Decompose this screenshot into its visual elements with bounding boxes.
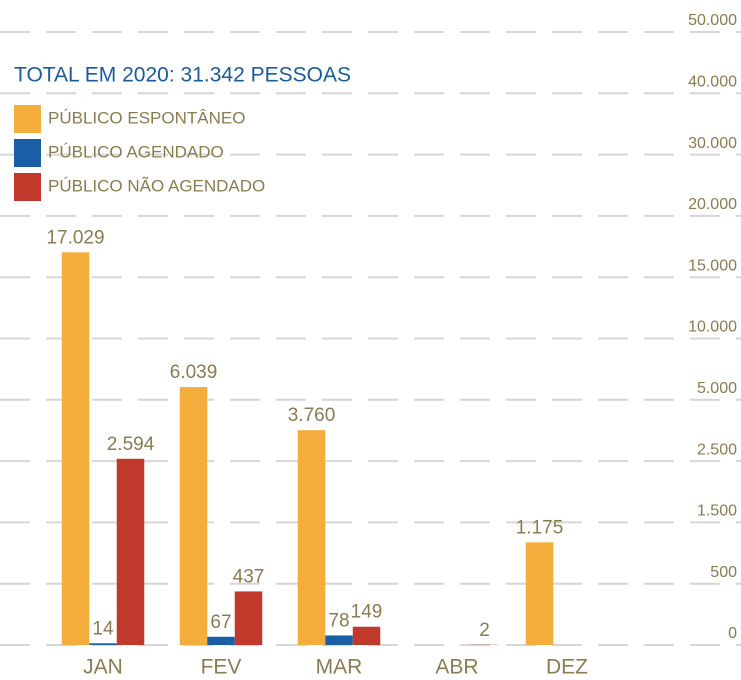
- value-label: 2.594: [107, 434, 155, 455]
- legend-swatch: [14, 139, 41, 167]
- value-label: 149: [351, 602, 383, 623]
- value-label: 437: [233, 566, 265, 587]
- y-tick-label: 500: [710, 564, 737, 581]
- legend-label: PÚBLICO AGENDADO: [48, 142, 224, 161]
- bar: [234, 591, 263, 645]
- x-tick-label: JAN: [83, 656, 123, 679]
- value-label: 14: [92, 618, 114, 639]
- y-tick-label: 10.000: [688, 319, 737, 336]
- y-tick-label: 20.000: [688, 196, 737, 213]
- legend-label: PÚBLICO NÃO AGENDADO: [48, 176, 265, 195]
- bar: [207, 636, 235, 645]
- value-label: 6.039: [170, 362, 218, 383]
- legend-label: PÚBLICO ESPONTÂNEO: [48, 108, 245, 127]
- bar: [352, 626, 381, 645]
- bar: [325, 635, 353, 645]
- value-label: 1.175: [516, 517, 564, 538]
- legend-swatch: [14, 173, 41, 201]
- y-tick-label: 40.000: [688, 74, 737, 91]
- chart-title: TOTAL EM 2020: 31.342 PESSOAS: [14, 64, 351, 87]
- bar: [525, 542, 554, 645]
- value-label: 78: [328, 610, 349, 631]
- x-tick-label: FEV: [201, 656, 242, 679]
- y-tick-label: 30.000: [688, 135, 737, 152]
- bar: [61, 252, 90, 645]
- x-tick-label: MAR: [316, 656, 363, 679]
- y-tick-label: 15.000: [688, 257, 737, 274]
- y-tick-label: 0: [728, 625, 737, 642]
- y-tick-label: 2.500: [697, 441, 737, 458]
- bar: [116, 458, 145, 645]
- legend-swatch: [14, 105, 41, 133]
- x-tick-label: ABR: [435, 656, 478, 679]
- bar: [297, 430, 326, 645]
- x-tick-label: DEZ: [546, 656, 588, 679]
- bar: [179, 387, 208, 645]
- bar: [89, 643, 117, 645]
- value-label: 2: [479, 620, 490, 641]
- value-label: 67: [210, 612, 231, 633]
- y-tick-label: 1.500: [697, 503, 737, 520]
- value-label: 3.760: [288, 405, 336, 426]
- y-tick-label: 50.000: [688, 12, 737, 29]
- y-tick-label: 5.000: [697, 380, 737, 397]
- value-label: 17.029: [46, 227, 104, 248]
